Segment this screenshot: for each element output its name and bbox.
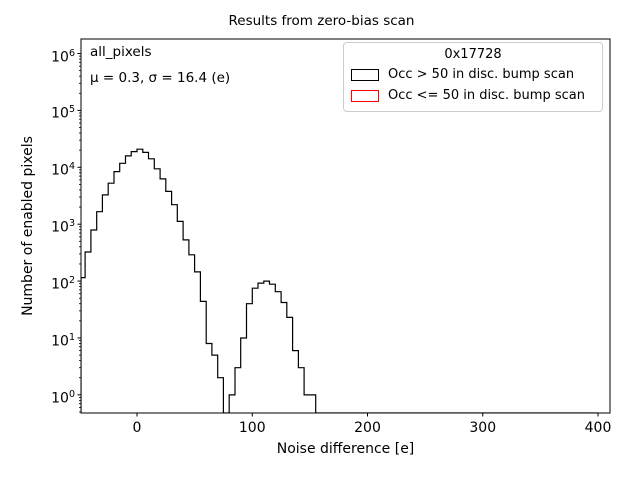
legend-label: Occ <= 50 in disc. bump scan (388, 88, 585, 103)
legend-swatch-red-histogram (351, 89, 379, 102)
y-tick-label: 104 (51, 161, 75, 179)
x-tick-label: 0 (132, 420, 142, 436)
y-tick-label: 102 (51, 275, 75, 293)
annotation-dataset: all_pixels (90, 44, 152, 60)
y-tick-label: 103 (51, 218, 75, 236)
x-tick-label: 200 (354, 420, 381, 436)
legend: 0x17728 Occ > 50 in disc. bump scan Occ … (343, 42, 603, 112)
legend-label: Occ > 50 in disc. bump scan (388, 67, 575, 82)
plot-title: Results from zero-bias scan (228, 13, 415, 29)
x-axis-label: Noise difference [e] (276, 441, 415, 457)
legend-swatch-black-histogram (351, 68, 379, 81)
axes-frame (80, 38, 611, 414)
y-tick-label: 105 (51, 104, 75, 123)
legend-entry-occ-le-50: Occ <= 50 in disc. bump scan (351, 85, 595, 106)
y-tick-label: 106 (51, 47, 75, 66)
legend-title: 0x17728 (444, 47, 502, 62)
y-tick-label: 101 (51, 331, 75, 350)
legend-entry-occ-gt-50: Occ > 50 in disc. bump scan (351, 64, 595, 85)
x-tick-label: 400 (584, 420, 612, 436)
x-tick-label: 100 (238, 420, 266, 436)
histogram-occ-gt-50 (81, 148, 598, 413)
y-tick-label: 100 (51, 388, 75, 407)
x-tick-label: 300 (469, 420, 497, 436)
y-axis-label: Number of enabled pixels (20, 136, 36, 316)
annotation-mu-sigma: μ = 0.3, σ = 16.4 (e) (90, 70, 231, 86)
